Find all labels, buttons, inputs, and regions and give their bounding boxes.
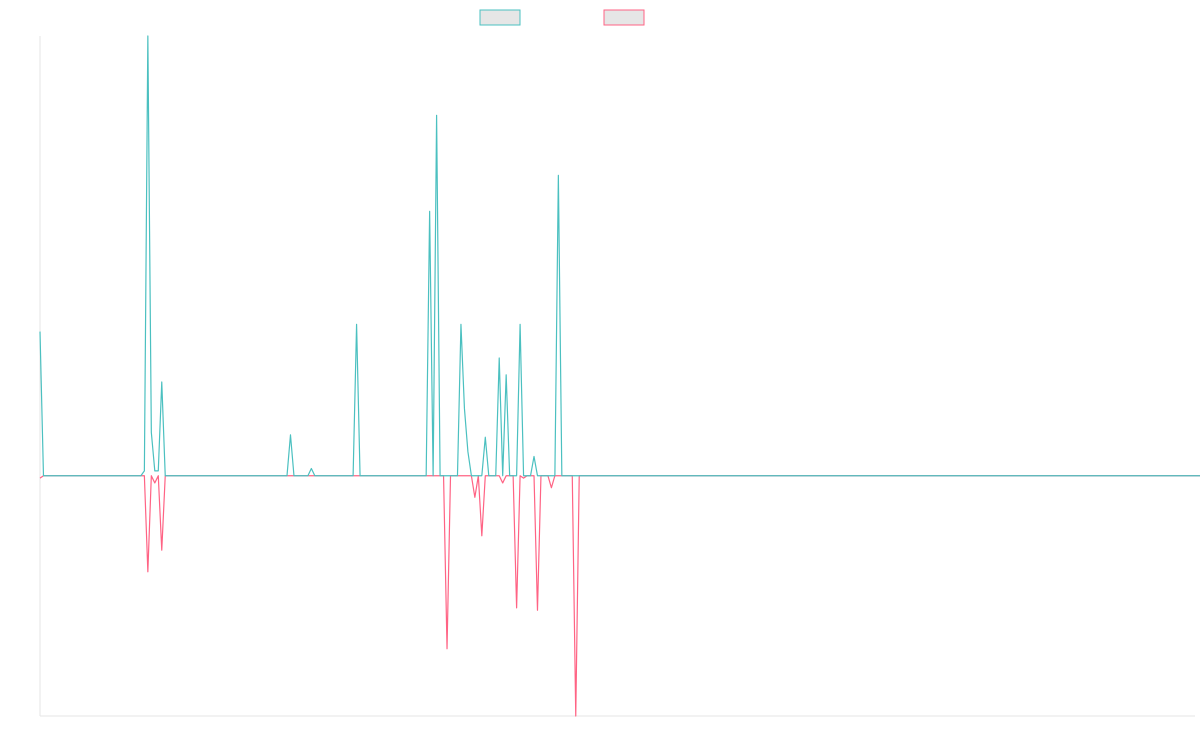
series-line-2 (39, 475, 1200, 717)
legend (479, 9, 645, 26)
series-line-1 (39, 35, 1200, 477)
axes (39, 36, 1195, 717)
legend-swatch-1[interactable] (479, 9, 521, 26)
legend-swatch-2[interactable] (603, 9, 645, 26)
series-layer (39, 35, 1200, 717)
